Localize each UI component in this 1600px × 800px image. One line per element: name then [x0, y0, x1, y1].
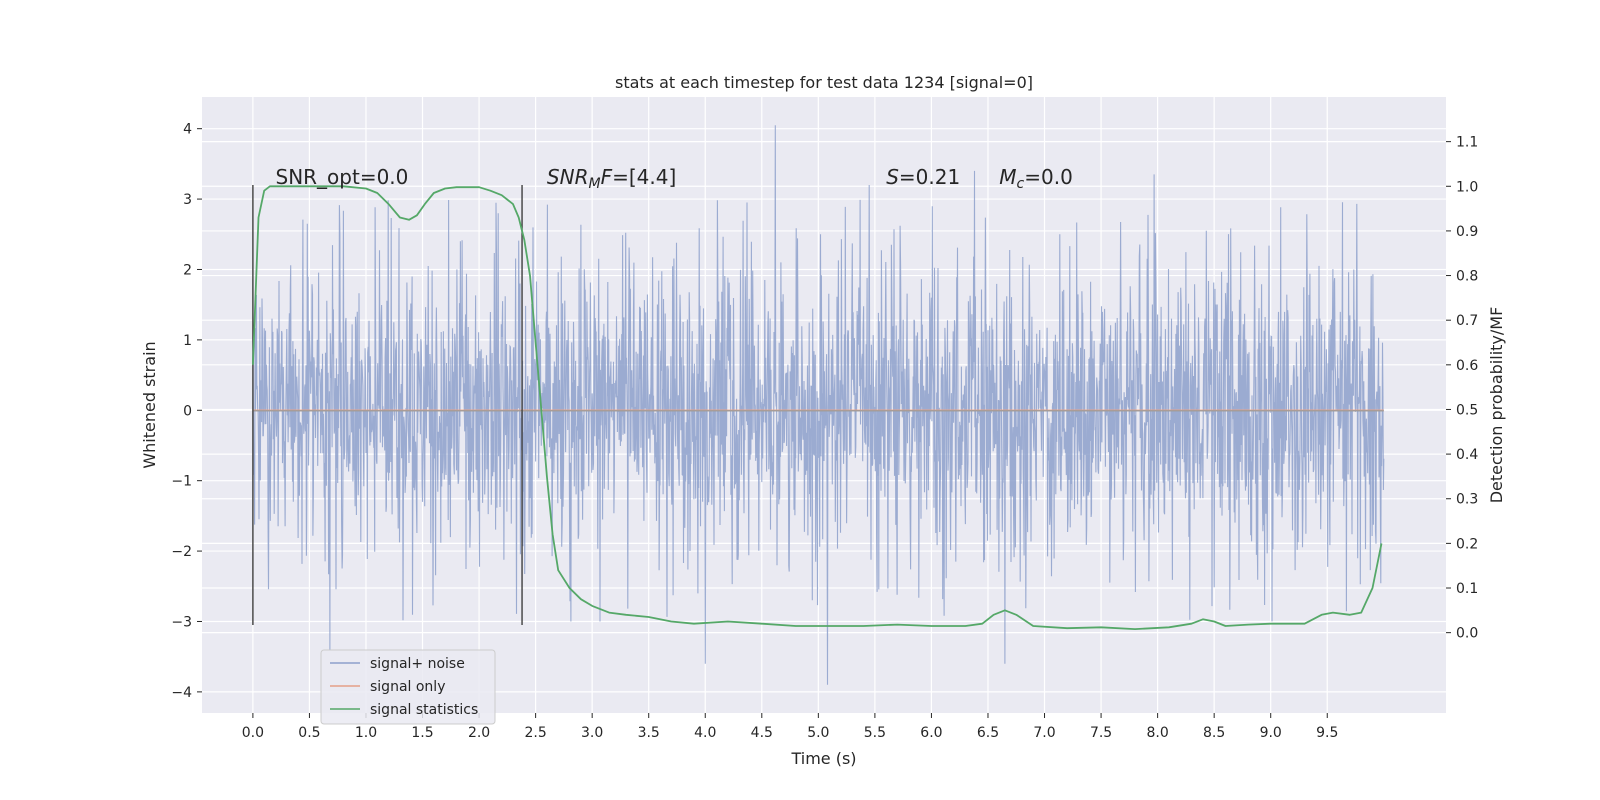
y-tick-label: −3 — [171, 614, 192, 630]
x-tick-label: 1.5 — [411, 725, 433, 741]
x-tick-label: 4.5 — [751, 725, 773, 741]
legend-label-signal-statistics: signal statistics — [370, 702, 478, 718]
y-tick-label: 4 — [183, 122, 192, 138]
signal-statistics-line — [252, 185, 1383, 630]
annotation-snr-opt: SNR_opt=0.0 — [276, 165, 409, 189]
y-right-axis-ticks: 1.1 1.0 0.9 0.8 0.7 0.6 0.5 0.4 0.3 0.2 0.1 0.0 — [1446, 135, 1478, 642]
x-tick-label: 3.5 — [638, 725, 660, 741]
y-axis-label: Whitened strain — [140, 341, 159, 468]
x-tick-label: 3.0 — [581, 725, 603, 741]
series-signal-plus-noise — [252, 125, 1385, 685]
y-right-tick-label: 0.9 — [1456, 224, 1478, 240]
y-right-tick-label: 1.1 — [1456, 135, 1478, 151]
y-tick-label: −4 — [171, 685, 192, 701]
y-tick-label: −2 — [171, 544, 192, 560]
y-tick-label: 2 — [183, 262, 192, 278]
y-tick-label: 3 — [183, 192, 192, 208]
x-tick-label: 2.0 — [468, 725, 490, 741]
annotation-s: S=0.21 — [886, 165, 960, 189]
annotations: SNR_opt=0.0 SNRMF=[4.4] S=0.21 Mc=0.0 — [276, 165, 1073, 192]
y-right-tick-label: 1.0 — [1456, 179, 1478, 195]
x-tick-label: 0.0 — [242, 725, 264, 741]
x-tick-label: 1.0 — [355, 725, 377, 741]
y-right-tick-label: 0.7 — [1456, 313, 1478, 329]
chart-title: stats at each timestep for test data 123… — [615, 73, 1033, 92]
legend-box — [320, 649, 496, 725]
y-tick-label: 1 — [183, 333, 192, 349]
legend-label-signal-plus-noise: signal+ noise — [370, 656, 465, 672]
y-right-tick-label: 0.4 — [1456, 447, 1478, 463]
y-right-tick-label: 0.6 — [1456, 358, 1478, 374]
x-axis-label: Time (s) — [790, 749, 856, 768]
y-right-tick-label: 0.1 — [1456, 581, 1478, 597]
x-tick-label: 7.5 — [1090, 725, 1112, 741]
y-right-tick-label: 0.2 — [1456, 536, 1478, 552]
x-tick-label: 4.0 — [694, 725, 716, 741]
y-right-axis-label: Detection probability/MF — [1487, 307, 1506, 504]
y-right-tick-label: 0.8 — [1456, 269, 1478, 285]
x-tick-label: 5.0 — [807, 725, 829, 741]
x-tick-label: 2.5 — [524, 725, 546, 741]
x-tick-label: 9.0 — [1260, 725, 1282, 741]
x-tick-label: 8.0 — [1146, 725, 1168, 741]
x-tick-label: 6.0 — [920, 725, 942, 741]
legend-label-signal-only: signal only — [370, 679, 445, 695]
y-tick-label: 0 — [183, 403, 192, 419]
x-axis-ticks: 0.0 0.5 1.0 1.5 2.0 2.5 3.0 3.5 4.0 4.5 5.0 5.5 6.0 6… — [242, 713, 1338, 741]
series-signal-only — [252, 409, 1384, 412]
signal-plus-noise-line — [252, 125, 1385, 685]
annotation-snr-mf: SNRMF=[4.4] — [547, 165, 676, 192]
x-tick-label: 0.5 — [298, 725, 320, 741]
y-right-tick-label: 0.3 — [1456, 492, 1478, 508]
y-tick-label: −1 — [171, 474, 192, 490]
x-tick-label: 8.5 — [1203, 725, 1225, 741]
annotation-mc: Mc=0.0 — [999, 165, 1073, 192]
x-tick-label: 7.0 — [1033, 725, 1055, 741]
legend: signal+ noise signal only signal statist… — [320, 649, 496, 725]
y-right-tick-label: 0.5 — [1456, 402, 1478, 418]
x-tick-label: 6.5 — [977, 725, 999, 741]
y-axis-ticks: 4 3 2 1 0 −1 −2 −3 −4 — [171, 122, 202, 701]
x-tick-label: 5.5 — [864, 725, 886, 741]
vertical-markers — [252, 185, 523, 625]
x-tick-label: 9.5 — [1316, 725, 1338, 741]
series-signal-statistics — [252, 185, 1383, 630]
y-right-tick-label: 0.0 — [1456, 626, 1478, 642]
